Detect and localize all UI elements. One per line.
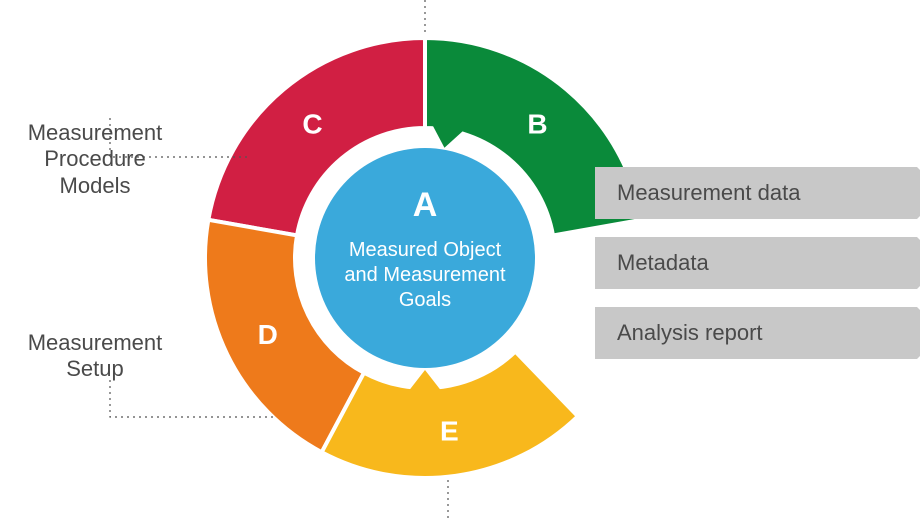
diagram-stage: BCDE A Measured Object and Measurement G…: [0, 0, 920, 518]
center-circle: [315, 148, 535, 368]
banner-metadata: Metadata: [595, 237, 917, 289]
segment-letter-B: B: [527, 108, 547, 139]
banner-analysis-report: Analysis report: [595, 307, 917, 359]
segment-letter-C: C: [302, 108, 322, 139]
label-setup: MeasurementSetup: [10, 330, 180, 383]
segment-letter-E: E: [440, 416, 459, 447]
segment-letter-D: D: [258, 319, 278, 350]
banner-measurement-data: Measurement data: [595, 167, 917, 219]
label-procedure: MeasurementProcedureModels: [10, 120, 180, 199]
center-letter: A: [413, 186, 438, 224]
